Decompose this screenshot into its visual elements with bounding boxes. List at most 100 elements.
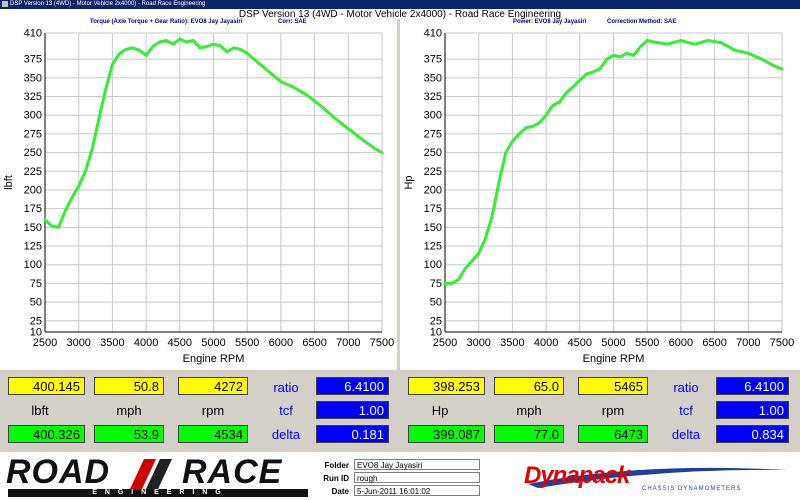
- folder-field: EVO8 Jay Jayasiri: [354, 459, 480, 470]
- y-tick-label: 275: [24, 128, 42, 140]
- torque-readout: 400.145 50.8 4272 lbft mph rpm 400.326 5…: [0, 370, 397, 450]
- x-tick-label: 2500: [433, 337, 457, 349]
- y-tick-label: 75: [430, 278, 442, 290]
- y-tick-label: 10: [430, 327, 442, 339]
- tcf-value: 1.00: [316, 401, 389, 419]
- x-axis-label: Engine RPM: [183, 353, 245, 365]
- x-tick-label: 4000: [534, 337, 558, 349]
- x-tick-label: 6500: [702, 337, 726, 349]
- rpm-unit-label: rpm: [201, 403, 225, 418]
- y-tick-label: 325: [424, 91, 442, 103]
- x-tick-label: 3500: [100, 337, 124, 349]
- x-tick-label: 5500: [635, 337, 659, 349]
- y-tick-label: 375: [24, 54, 42, 66]
- rpm-peak-value: 6473: [578, 425, 648, 443]
- y-tick-label: 350: [24, 72, 42, 84]
- y-tick-label: 150: [24, 222, 42, 234]
- delta-label: delta: [671, 427, 701, 442]
- y-tick-label: 225: [424, 166, 442, 178]
- tcf-value: 1.00: [716, 401, 789, 419]
- rpm-readout-value: 4272: [178, 377, 248, 395]
- ratio-value: 6.4100: [716, 377, 789, 395]
- speed-unit-label: mph: [516, 403, 542, 418]
- y-tick-label: 350: [424, 72, 442, 84]
- x-tick-label: 7500: [770, 337, 794, 349]
- torque-readout-value: 400.145: [8, 377, 85, 395]
- dynapack-swoosh-icon: [528, 467, 788, 488]
- power-readout: 398.253 65.0 5465 Hp mph rpm 399.087 77.…: [400, 370, 800, 450]
- torque-chart-panel: Torque (Axle Torque + Gear Ratio): EVO8 …: [0, 19, 397, 370]
- y-tick-label: 275: [424, 128, 442, 140]
- y-tick-label: 75: [30, 278, 42, 290]
- folder-label: Folder: [324, 461, 349, 470]
- torque-chart-title: Torque (Axle Torque + Gear Ratio): EVO8 …: [90, 19, 243, 25]
- y-tick-label: 300: [24, 110, 42, 122]
- y-tick-label: 375: [424, 54, 442, 66]
- torque-chart-header: Torque (Axle Torque + Gear Ratio): EVO8 …: [0, 19, 397, 28]
- logo-sub-text: E N G I N E E R I N G: [8, 489, 308, 497]
- runid-label: Run ID: [323, 474, 349, 483]
- rpm-unit-label: rpm: [601, 403, 625, 418]
- speed-unit-label: mph: [116, 403, 142, 418]
- y-tick-label: 175: [424, 203, 442, 215]
- power-chart-title: Power: EVO8 Jay Jayasiri: [513, 19, 587, 25]
- x-tick-label: 7000: [336, 337, 360, 349]
- app-icon: [2, 1, 8, 7]
- date-label: Date: [331, 487, 349, 496]
- y-tick-label: 175: [24, 203, 42, 215]
- dynapack-sub-text: CHASSIS DYNAMOMETERS: [642, 486, 742, 492]
- power-chart-header: Power: EVO8 Jay Jayasiri Correction Meth…: [400, 19, 800, 28]
- y-tick-label: 200: [24, 184, 42, 196]
- y-tick-label: 225: [24, 166, 42, 178]
- x-tick-label: 6500: [302, 337, 326, 349]
- power-chart-corr: Correction Method: SAE: [607, 19, 677, 25]
- runid-field: rough: [354, 472, 480, 483]
- logo-race-text: RACE: [182, 453, 283, 491]
- y-tick-label: 125: [24, 241, 42, 253]
- x-tick-label: 7500: [370, 337, 394, 349]
- speed-peak-value: 53.9: [94, 425, 164, 443]
- y-tick-label: 300: [424, 110, 442, 122]
- y-tick-label: 325: [24, 91, 42, 103]
- date-field: 5-Jun-2011 16:01:02: [354, 485, 480, 496]
- tcf-label: tcf: [679, 403, 693, 418]
- road-race-logo: ROAD RACE E N G I N E E R I N G: [6, 453, 311, 497]
- y-tick-label: 100: [24, 259, 42, 271]
- footer: ROAD RACE E N G I N E E R I N G Folder E…: [0, 452, 800, 500]
- delta-value: 0.834: [716, 425, 789, 443]
- y-tick-label: 150: [424, 222, 442, 234]
- y-tick-label: 50: [430, 297, 442, 309]
- delta-label: delta: [271, 427, 301, 442]
- delta-value: 0.181: [316, 425, 389, 443]
- x-tick-label: 3500: [500, 337, 524, 349]
- y-tick-label: 200: [424, 184, 442, 196]
- window-titlebar[interactable]: DSP Version 13 (4WD) - Motor Vehicle 2x4…: [0, 0, 800, 9]
- speed-peak-value: 77.0: [494, 425, 564, 443]
- tcf-label: tcf: [279, 403, 293, 418]
- rpm-peak-value: 4534: [178, 425, 248, 443]
- window-title: DSP Version 13 (4WD) - Motor Vehicle 2x4…: [10, 1, 206, 7]
- x-tick-label: 3000: [466, 337, 490, 349]
- x-tick-label: 6000: [269, 337, 293, 349]
- x-tick-label: 4000: [134, 337, 158, 349]
- power-chart-panel: Power: EVO8 Jay Jayasiri Correction Meth…: [400, 19, 800, 370]
- y-tick-label: 25: [30, 315, 42, 327]
- x-tick-label: 6000: [669, 337, 693, 349]
- logo-slash-icon: [130, 459, 172, 489]
- power-peak-value: 399.087: [408, 425, 485, 443]
- series-line: [443, 39, 784, 285]
- ratio-label: ratio: [273, 380, 299, 395]
- x-tick-label: 5000: [601, 337, 625, 349]
- rpm-readout-value: 5465: [578, 377, 648, 395]
- x-axis-label: Engine RPM: [583, 353, 645, 365]
- y-tick-label: 250: [24, 147, 42, 159]
- ratio-value: 6.4100: [316, 377, 389, 395]
- power-readout-value: 398.253: [408, 377, 485, 395]
- y-tick-label: 50: [30, 297, 42, 309]
- ratio-label: ratio: [673, 380, 699, 395]
- x-tick-label: 7000: [736, 337, 760, 349]
- x-tick-label: 4500: [568, 337, 592, 349]
